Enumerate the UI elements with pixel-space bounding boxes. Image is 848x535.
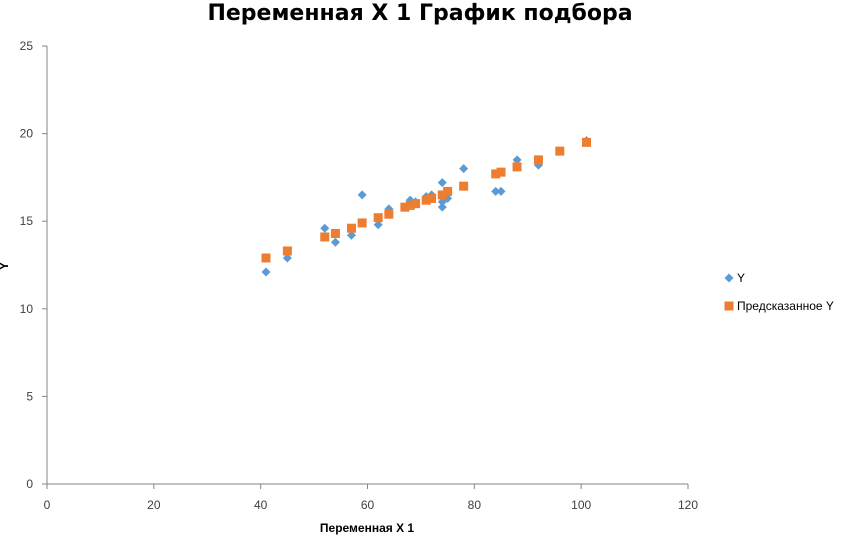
data-point-predicted-y	[320, 232, 330, 242]
data-point-predicted-y	[330, 228, 340, 238]
x-axis: 0 20 40 60 80 100 120	[44, 483, 698, 512]
data-point-predicted-y	[261, 253, 271, 263]
data-point-y	[437, 202, 447, 212]
x-tick-label: 60	[361, 498, 375, 512]
data-points	[261, 136, 592, 277]
data-point-y	[437, 178, 447, 188]
legend-label: Предсказанное Y	[737, 299, 834, 313]
data-point-predicted-y	[496, 167, 506, 177]
data-point-predicted-y	[491, 169, 501, 179]
legend-marker	[724, 273, 734, 283]
data-point-predicted-y	[582, 137, 592, 147]
x-tick-label: 40	[254, 498, 268, 512]
data-point-predicted-y	[357, 218, 367, 228]
data-point-predicted-y	[427, 193, 437, 203]
y-axis: 0 5 10 15 20 25	[20, 39, 48, 491]
data-point-predicted-y	[533, 155, 543, 165]
data-point-predicted-y	[411, 199, 421, 209]
data-point-predicted-y	[512, 162, 522, 172]
x-tick-label: 0	[44, 498, 51, 512]
data-point-y	[512, 155, 522, 165]
data-point-predicted-y	[405, 200, 415, 210]
data-point-predicted-y	[437, 190, 447, 200]
data-point-y	[459, 164, 469, 174]
data-point-predicted-y	[400, 202, 410, 212]
data-point-y	[496, 186, 506, 196]
data-point-predicted-y	[443, 186, 453, 196]
x-axis-label: Переменная X 1	[320, 521, 415, 535]
data-point-y	[346, 230, 356, 240]
y-tick-label: 25	[20, 39, 34, 53]
y-tick-label: 0	[26, 477, 33, 491]
data-point-y	[261, 267, 271, 277]
x-tick-label: 20	[147, 498, 161, 512]
data-point-predicted-y	[459, 181, 469, 191]
y-tick-label: 15	[20, 214, 34, 228]
data-point-predicted-y	[373, 213, 383, 223]
x-tick-label: 100	[571, 498, 591, 512]
data-point-y	[491, 186, 501, 196]
data-point-predicted-y	[555, 146, 565, 156]
data-point-y	[373, 220, 383, 230]
data-point-predicted-y	[282, 246, 292, 256]
data-point-y	[320, 223, 330, 233]
data-point-y	[330, 237, 340, 247]
x-tick-label: 120	[678, 498, 698, 512]
data-point-predicted-y	[384, 209, 394, 219]
legend-label: Y	[737, 271, 745, 285]
y-axis-label: Y	[0, 262, 11, 270]
y-tick-label: 20	[20, 127, 34, 141]
x-tick-label: 80	[468, 498, 482, 512]
legend: Y Предсказанное Y	[724, 271, 834, 313]
y-tick-label: 5	[26, 389, 33, 403]
data-point-predicted-y	[421, 195, 431, 205]
chart-title: Переменная X 1 График подбора	[207, 1, 632, 26]
data-point-predicted-y	[346, 223, 356, 233]
series-2	[261, 137, 592, 263]
data-point-y	[357, 190, 367, 200]
legend-marker	[724, 301, 734, 311]
data-point-y	[282, 253, 292, 263]
y-tick-label: 10	[20, 302, 34, 316]
